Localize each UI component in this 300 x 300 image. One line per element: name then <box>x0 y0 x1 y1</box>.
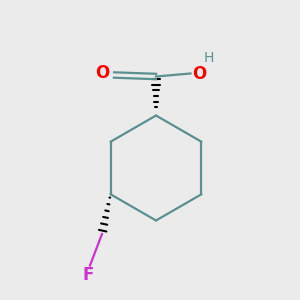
Text: O: O <box>192 65 207 83</box>
Text: F: F <box>83 266 94 284</box>
Text: O: O <box>95 64 109 82</box>
Text: H: H <box>203 52 214 65</box>
